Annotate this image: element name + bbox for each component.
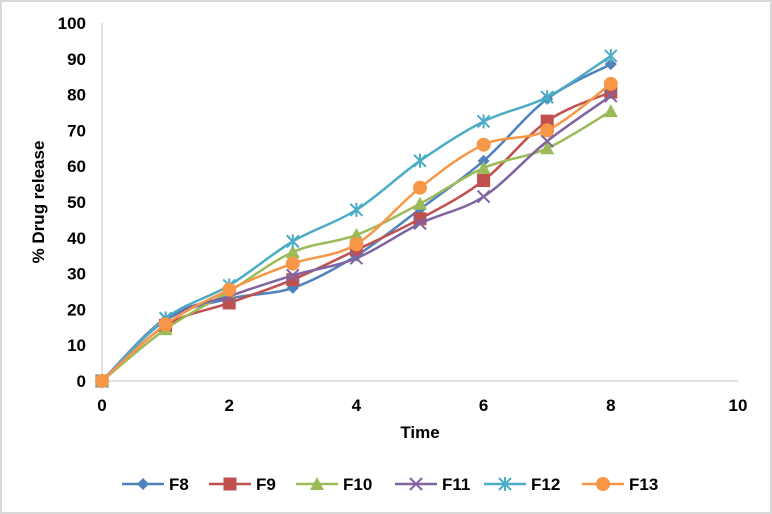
y-tick-label: 0 [77, 372, 86, 391]
x-stroke [604, 89, 618, 103]
marker-f11 [286, 268, 300, 283]
marker-f13 [413, 180, 427, 195]
marker-f11 [604, 89, 618, 103]
marker-f12 [286, 234, 300, 249]
legend-item-f12: F12 [484, 475, 560, 494]
x-stroke [540, 134, 554, 148]
x-stroke [476, 189, 491, 204]
marker-f10 [476, 160, 491, 174]
x-axis-title: Time [400, 423, 439, 442]
marker-f13 [95, 374, 109, 388]
legend-label: F9 [256, 475, 276, 494]
x-tick-label: 8 [606, 396, 615, 415]
legend-marker [498, 477, 512, 491]
line-f8 [100, 62, 613, 383]
y-tick-label: 60 [67, 157, 86, 176]
legend: F8 F9 F10 F11 F12 F13 [122, 475, 658, 494]
marker-f12 [604, 48, 618, 63]
marker-f10 [349, 227, 364, 241]
y-tick-label: 20 [67, 300, 86, 319]
series-f12 [95, 48, 618, 388]
legend-item-f13: F13 [582, 475, 658, 494]
y-tick-label: 40 [67, 229, 86, 248]
marker-f10 [540, 141, 555, 155]
legend-marker [310, 477, 324, 490]
marker-f12 [540, 90, 554, 105]
series-f13 [95, 76, 618, 388]
x-stroke [413, 216, 427, 231]
marker-f12 [349, 202, 364, 217]
x-tick-label: 2 [224, 396, 233, 415]
marker-f13 [540, 123, 555, 138]
x-tick-label: 0 [97, 396, 106, 415]
marker-f13 [222, 282, 237, 297]
series-group [95, 48, 618, 388]
legend-item-f11: F11 [395, 475, 470, 494]
legend-label: F11 [442, 475, 470, 494]
series-f8 [96, 58, 617, 387]
marker-f10 [603, 104, 618, 118]
x-tick-labels: 0 2 4 6 8 10 [97, 396, 747, 415]
marker-f9 [477, 174, 491, 188]
marker-f12 [413, 153, 427, 168]
y-tick-label: 100 [58, 14, 86, 33]
legend-item-f8: F8 [122, 475, 189, 494]
marker-f11 [413, 216, 427, 231]
x-tick-label: 4 [352, 396, 362, 415]
y-tick-label: 90 [67, 50, 86, 69]
y-axis-title: % Drug release [29, 141, 48, 264]
marker-f13 [158, 317, 173, 332]
marker-f13 [603, 76, 618, 91]
marker-f13 [476, 137, 491, 152]
marker-f10 [285, 245, 300, 259]
line-f12 [100, 54, 613, 383]
marker-f13 [285, 256, 300, 271]
marker-f11 [476, 189, 491, 204]
legend-item-f10: F10 [296, 475, 372, 494]
marker-f11 [540, 134, 554, 148]
x-tick-label: 6 [479, 396, 488, 415]
legend-marker [137, 478, 149, 490]
y-tick-label: 30 [67, 265, 86, 284]
y-tick-label: 50 [67, 193, 86, 212]
legend-label: F10 [343, 475, 372, 494]
legend-label: F8 [169, 475, 189, 494]
x-stroke [349, 251, 364, 265]
y-tick-label: 80 [67, 86, 86, 105]
legend-marker [409, 477, 423, 491]
marker-f8 [477, 154, 490, 167]
legend-label: F12 [531, 475, 560, 494]
legend-marker [223, 477, 237, 491]
legend-item-f9: F9 [209, 475, 276, 494]
marker-f11 [349, 251, 364, 265]
legend-marker [596, 477, 610, 491]
axes [101, 23, 738, 382]
y-tick-label: 10 [67, 336, 86, 355]
marker-f8 [604, 58, 617, 71]
marker-f10 [413, 196, 427, 210]
marker-f12 [476, 114, 491, 129]
x-tick-label: 10 [729, 396, 748, 415]
y-tick-labels: 0 10 20 30 40 50 60 70 80 90 100 [58, 14, 86, 391]
legend-label: F13 [629, 475, 658, 494]
y-tick-label: 70 [67, 121, 86, 140]
x-stroke [286, 268, 300, 283]
marker-f13 [349, 237, 364, 252]
x-stroke [409, 477, 423, 491]
